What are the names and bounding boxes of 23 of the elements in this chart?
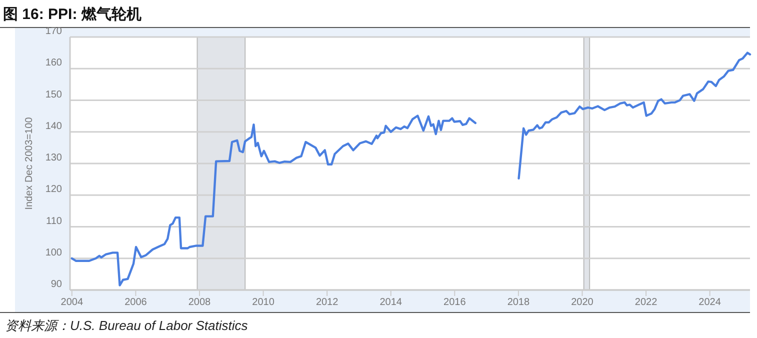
x-tick-label: 2012 xyxy=(316,297,339,308)
x-tick-label: 2018 xyxy=(507,297,530,308)
y-tick-label: 110 xyxy=(46,216,62,227)
x-tick-label: 2016 xyxy=(444,297,466,308)
y-tick-label: 120 xyxy=(45,184,62,196)
y-tick-label: 100 xyxy=(45,247,62,258)
x-tick-label: 2014 xyxy=(380,297,402,308)
x-tick-label: 2020 xyxy=(571,297,594,308)
x-tick-label: 2022 xyxy=(634,297,658,308)
x-tick-label: 2004 xyxy=(60,297,84,308)
y-tick-label: 130 xyxy=(45,152,62,164)
y-tick-label: 90 xyxy=(50,279,62,290)
x-tick-label: 2008 xyxy=(188,297,212,308)
y-axis-title: Index Dec 2003=100 xyxy=(24,116,35,210)
x-tick-label: 2006 xyxy=(124,297,148,308)
y-tick-label: 160 xyxy=(45,58,62,69)
y-tick-label: 150 xyxy=(45,89,62,100)
x-tick-label: 2010 xyxy=(252,297,275,308)
x-tick-label: 2024 xyxy=(698,297,722,308)
y-tick-label: 170 xyxy=(45,26,62,37)
y-tick-label: 140 xyxy=(45,120,62,132)
chart-title: 图 16: PPI: 燃气轮机 xyxy=(3,6,142,23)
text: 资料来源：U.S. Bureau of Labor Statistics xyxy=(5,318,248,333)
